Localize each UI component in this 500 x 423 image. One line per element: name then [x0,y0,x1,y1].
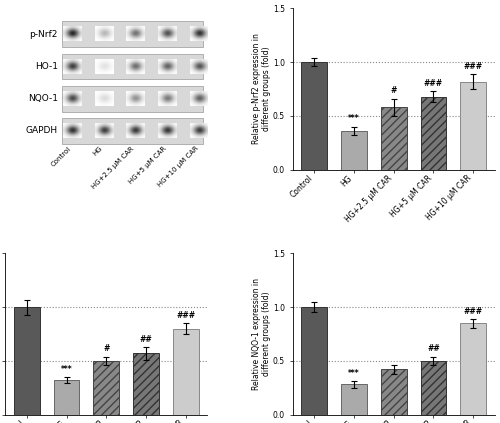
Text: ***: *** [60,365,72,374]
Text: GAPDH: GAPDH [26,126,58,135]
Bar [302,62,328,170]
Bar [62,54,204,80]
Bar [381,107,406,170]
Bar [62,86,204,112]
Text: ###: ### [176,311,195,320]
Bar [133,353,159,415]
Text: ##: ## [427,344,440,353]
Text: Control: Control [50,146,72,168]
Bar [172,329,199,415]
Bar [14,307,40,415]
Text: HG+10 μM CAR: HG+10 μM CAR [156,146,200,188]
Y-axis label: Relative NQO-1 expression in
different groups (fold): Relative NQO-1 expression in different g… [252,278,272,390]
Text: ***: *** [348,114,360,124]
Bar [54,380,80,415]
Bar [341,385,367,415]
Bar [420,361,446,415]
Bar [62,21,204,47]
Text: NQO-1: NQO-1 [28,94,58,103]
Y-axis label: Relative p-Nrf2 expression in
different groups (fold): Relative p-Nrf2 expression in different … [252,33,272,145]
Bar [460,323,486,415]
Bar [341,131,367,170]
Text: #: # [390,86,397,96]
Bar [94,361,119,415]
Bar [381,369,406,415]
Text: HO-1: HO-1 [34,62,58,71]
Text: #: # [103,344,110,353]
Text: ***: *** [348,369,360,378]
Text: HG+2.5 μM CAR: HG+2.5 μM CAR [91,146,136,190]
Text: HG+5 μM CAR: HG+5 μM CAR [128,146,168,185]
Text: p-Nrf2: p-Nrf2 [30,30,58,39]
Bar [420,96,446,170]
Bar [62,118,204,144]
Text: ###: ### [424,79,443,88]
Bar [460,82,486,170]
Bar [302,307,328,415]
Text: ###: ### [464,307,482,316]
Text: ###: ### [464,62,482,71]
Text: HG: HG [92,146,104,157]
Text: ##: ## [140,335,152,343]
